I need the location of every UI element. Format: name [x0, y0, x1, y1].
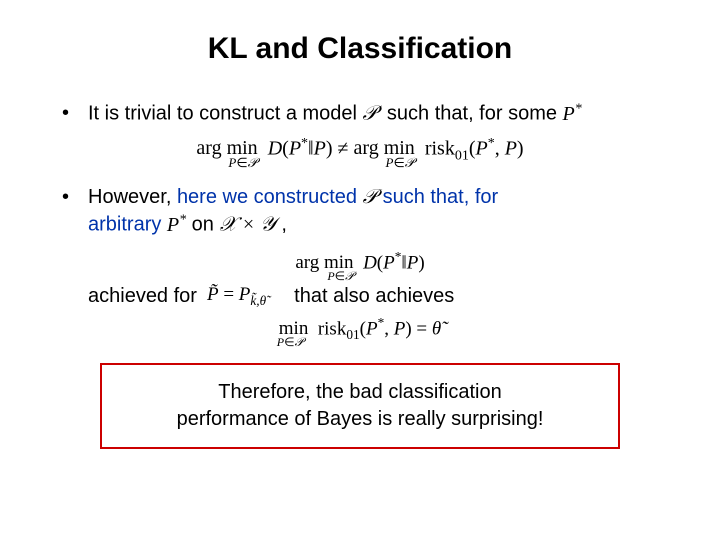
formula-3: min P∈𝒫 risk01(P*, P) = θ̃: [60, 315, 660, 343]
formula-1-sub-right: P∈𝒫: [386, 155, 415, 171]
symbol-p-tilde: P̃ = Pk̃,θ̃: [207, 284, 266, 309]
slide-title: KL and Classification: [60, 32, 660, 66]
formula-2-sub: P∈𝒫: [327, 269, 353, 284]
achieved-pre: achieved for: [88, 285, 197, 308]
symbol-p-prime: 𝒫′: [363, 103, 382, 125]
symbol-p-star: P*: [563, 103, 582, 125]
bullet-2-mid2: on: [186, 214, 219, 236]
bullet-1-mid: such that, for some: [381, 103, 562, 125]
bullet-1-pre: It is trivial to construct a model: [88, 103, 363, 125]
achieved-row: achieved for P̃ = Pk̃,θ̃ that also achie…: [88, 284, 660, 309]
formula-1: arg min P∈𝒫 D(P*‖P) ≠ arg min P∈𝒫 risk01…: [60, 136, 660, 165]
bullet-2-blue1: here we constructed: [177, 186, 363, 208]
formula-2: arg min P∈𝒫 D(P*‖P): [60, 249, 660, 274]
bullet-2-post1: such that, for: [377, 186, 498, 208]
bullet-1: • It is trivial to construct a model 𝒫′ …: [60, 100, 660, 128]
achieved-post: that also achieves: [294, 285, 454, 308]
bullet-1-text: It is trivial to construct a model 𝒫′ su…: [88, 100, 660, 128]
formula-1-sub-left: P∈𝒫: [228, 155, 257, 171]
bullet-2: • However, here we constructed 𝒫 such th…: [60, 184, 660, 239]
conclusion-box: Therefore, the bad classification perfor…: [100, 363, 620, 449]
symbol-xy: 𝒳 × 𝒴: [219, 214, 275, 236]
bullet-2-post2: ,: [276, 214, 287, 236]
symbol-p-script: 𝒫: [363, 186, 377, 208]
formula-3-sub: P∈𝒫: [277, 335, 303, 350]
symbol-p-star-2: P*: [167, 214, 186, 236]
bullet-2-blue2: arbitrary: [88, 214, 167, 236]
conclusion-line-2: performance of Bayes is really surprisin…: [177, 408, 544, 430]
bullet-2-pre: However,: [88, 186, 177, 208]
bullet-dot: •: [60, 184, 88, 239]
bullet-2-text: However, here we constructed 𝒫 such that…: [88, 184, 660, 239]
bullet-dot: •: [60, 100, 88, 128]
conclusion-line-1: Therefore, the bad classification: [218, 381, 502, 403]
